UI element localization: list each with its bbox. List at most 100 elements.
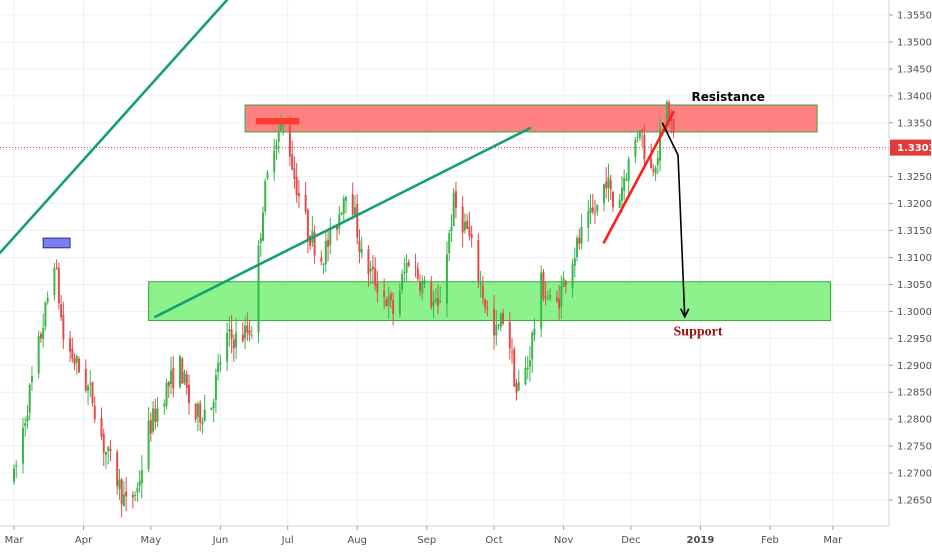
price-tick-label: 1.27000 bbox=[897, 469, 932, 480]
candle-body bbox=[358, 240, 361, 252]
candle-body bbox=[576, 237, 579, 258]
drawing-layer: Resistance Support bbox=[0, 0, 889, 340]
candle-body bbox=[486, 307, 489, 309]
time-tick-label: Jul bbox=[281, 535, 294, 546]
candle-body bbox=[163, 403, 166, 407]
candle-body bbox=[37, 336, 40, 374]
candle-body bbox=[672, 118, 675, 133]
candle-body bbox=[340, 212, 343, 215]
candle-body bbox=[560, 285, 563, 307]
upper-channel-line bbox=[0, 0, 229, 255]
candle-body bbox=[57, 268, 60, 304]
candle-body bbox=[69, 338, 72, 352]
candle-body bbox=[495, 324, 498, 336]
candle-body bbox=[596, 204, 599, 212]
candle-body bbox=[55, 267, 58, 269]
candle-body bbox=[84, 368, 87, 391]
candle-body bbox=[531, 332, 534, 360]
candle-body bbox=[450, 226, 453, 232]
candle-body bbox=[499, 313, 502, 328]
candle-body bbox=[120, 479, 123, 504]
candle-body bbox=[304, 194, 307, 212]
red-trend-line bbox=[602, 110, 675, 244]
candle-body bbox=[152, 408, 155, 432]
candle-body bbox=[60, 304, 63, 318]
time-tick-label: Nov bbox=[554, 535, 574, 546]
candle-body bbox=[246, 325, 249, 333]
candle-body bbox=[279, 123, 282, 131]
time-tick-label: Mar bbox=[823, 535, 843, 546]
price-tick-label: 1.29000 bbox=[897, 361, 932, 372]
candle-body bbox=[282, 123, 285, 127]
grid bbox=[0, 0, 889, 526]
candle-body bbox=[107, 446, 110, 451]
time-tick-label: 2019 bbox=[687, 535, 715, 546]
price-tick-label: 1.31500 bbox=[897, 226, 932, 237]
candle-body bbox=[306, 210, 309, 239]
candle-body bbox=[665, 101, 668, 126]
candle-body bbox=[625, 179, 628, 181]
candle-body bbox=[528, 360, 531, 367]
candle-body bbox=[73, 358, 76, 365]
time-axis-panel bbox=[0, 526, 932, 550]
last-price-tag bbox=[890, 139, 931, 156]
time-tick-label: Feb bbox=[761, 535, 779, 546]
time-tick-label: May bbox=[140, 535, 161, 546]
candle-body bbox=[297, 193, 300, 197]
projection-arrow-line bbox=[661, 122, 686, 317]
candle-body bbox=[371, 266, 374, 270]
candle-body bbox=[89, 383, 92, 385]
candle-body bbox=[78, 358, 81, 373]
candle-body bbox=[461, 206, 464, 233]
candle-body bbox=[277, 131, 280, 142]
candle-body bbox=[230, 329, 233, 339]
candle-body bbox=[147, 420, 150, 470]
time-tick-label: Dec bbox=[621, 535, 640, 546]
candle-body bbox=[257, 245, 260, 333]
small-red-box bbox=[255, 117, 300, 125]
time-tick-label: Jun bbox=[212, 535, 229, 546]
last-price-label: 1.33039 bbox=[897, 143, 932, 154]
candle-body bbox=[652, 169, 655, 172]
candle-body bbox=[526, 367, 529, 370]
candle-body bbox=[387, 296, 390, 306]
candle-body bbox=[291, 154, 294, 170]
candle-body bbox=[351, 194, 354, 215]
candle-body bbox=[87, 386, 90, 391]
candle-body bbox=[109, 448, 112, 451]
candle-body bbox=[338, 214, 341, 229]
candle-body bbox=[42, 327, 45, 340]
candle-body bbox=[589, 207, 592, 214]
candle-body bbox=[46, 297, 49, 302]
candle-body bbox=[513, 349, 516, 387]
resistance-zone bbox=[244, 104, 818, 133]
candle-body bbox=[140, 470, 143, 484]
candle-body bbox=[493, 308, 496, 336]
candle-body bbox=[201, 421, 204, 425]
price-tick-label: 1.32500 bbox=[897, 172, 932, 183]
candle-body bbox=[439, 301, 442, 303]
candle-body bbox=[116, 452, 119, 487]
time-tick-label: Sep bbox=[417, 535, 436, 546]
candle-body bbox=[93, 405, 96, 420]
candle-body bbox=[479, 282, 482, 285]
price-tick-label: 1.28000 bbox=[897, 415, 932, 426]
candle-body bbox=[432, 301, 435, 307]
candle-body bbox=[650, 158, 653, 169]
time-tick-label: Mar bbox=[5, 535, 25, 546]
candle-body bbox=[641, 129, 644, 133]
candle-body bbox=[53, 268, 56, 296]
candle-body bbox=[508, 321, 511, 349]
price-tick-label: 1.34000 bbox=[897, 91, 932, 102]
candle-body bbox=[288, 124, 291, 157]
support-label: Support bbox=[674, 325, 723, 340]
price-tick-label: 1.27500 bbox=[897, 442, 932, 453]
candle-body bbox=[524, 367, 527, 385]
candle-body bbox=[320, 257, 323, 262]
support-zone bbox=[148, 281, 832, 322]
price-tick-label: 1.35500 bbox=[897, 11, 932, 22]
candle-body bbox=[627, 159, 630, 181]
candle-body bbox=[21, 428, 24, 464]
